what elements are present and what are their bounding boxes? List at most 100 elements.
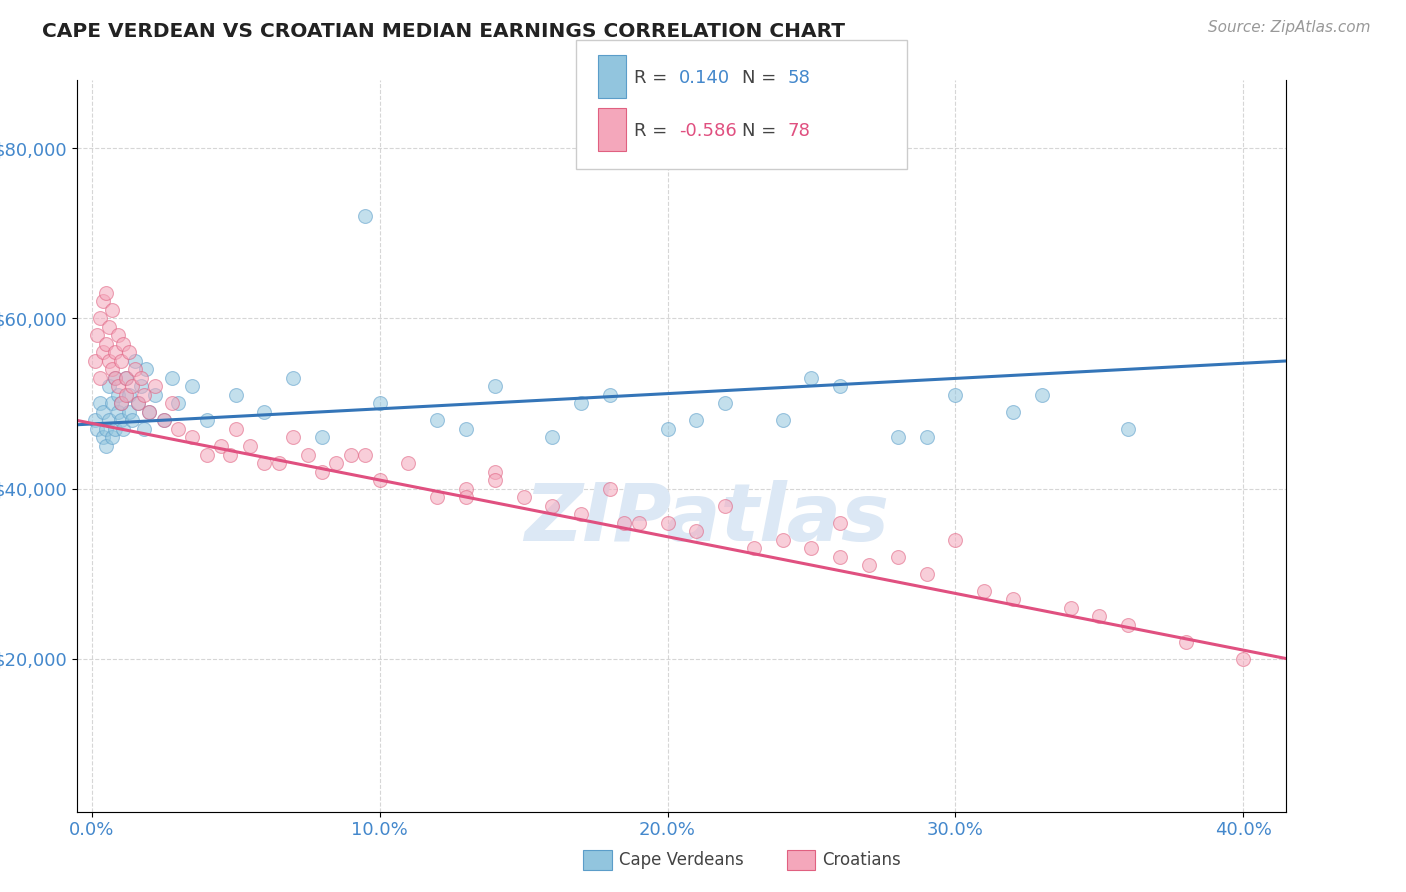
Point [94,422,117,436]
Point [143,379,166,393]
Point [132,388,155,402]
Point [627,516,650,530]
Point [973,583,995,598]
Point [101,302,124,317]
Point [115,371,138,385]
Point [89,371,111,385]
Point [129,371,152,385]
Point [98,354,121,368]
Point [267,456,290,470]
Point [800,541,823,555]
Point [195,413,218,427]
Point [830,379,852,393]
Point [311,465,333,479]
Point [121,379,143,393]
Point [98,413,121,427]
Point [219,448,242,462]
Point [340,448,363,462]
Point [239,439,262,453]
Point [858,558,880,572]
Point [112,422,135,436]
Point [101,396,124,410]
Point [426,413,449,427]
Point [110,396,132,410]
Point [613,516,636,530]
Point [772,413,794,427]
Point [253,405,276,419]
Point [283,371,305,385]
Text: CAPE VERDEAN VS CROATIAN MEDIAN EARNINGS CORRELATION CHART: CAPE VERDEAN VS CROATIAN MEDIAN EARNINGS… [42,22,845,41]
Point [945,388,967,402]
Text: 78: 78 [787,122,810,140]
Point [225,388,247,402]
Point [167,396,190,410]
Point [104,371,127,385]
Text: 58: 58 [787,70,810,87]
Point [83,354,105,368]
Point [368,473,391,487]
Point [283,430,305,444]
Point [124,362,146,376]
Point [599,388,621,402]
Point [1174,634,1197,648]
Point [91,294,114,309]
Text: Croatians: Croatians [823,851,901,869]
Point [135,362,157,376]
Point [830,516,852,530]
Point [138,405,160,419]
Point [354,210,377,224]
Point [127,396,149,410]
Point [89,396,111,410]
Point [599,482,621,496]
Text: -0.586: -0.586 [679,122,737,140]
Point [162,396,184,410]
Text: N =: N = [742,70,782,87]
Point [1059,600,1081,615]
Point [484,473,506,487]
Point [104,371,127,385]
Point [657,422,679,436]
Point [162,371,184,385]
Point [569,396,592,410]
Point [86,328,108,343]
Point [368,396,391,410]
Point [1232,651,1254,665]
Point [714,499,737,513]
Text: R =: R = [634,122,673,140]
Point [1001,405,1024,419]
Point [118,388,141,402]
Point [110,354,132,368]
Point [569,507,592,521]
Point [541,430,564,444]
Point [129,379,152,393]
Point [454,422,477,436]
Point [209,439,232,453]
Point [101,430,124,444]
Point [685,413,707,427]
Point [181,379,204,393]
Point [1031,388,1053,402]
Point [454,482,477,496]
Point [121,413,143,427]
Point [915,430,938,444]
Point [107,405,129,419]
Point [124,354,146,368]
Point [396,456,419,470]
Point [297,448,319,462]
Point [152,413,174,427]
Point [225,422,247,436]
Point [657,516,679,530]
Point [195,448,218,462]
Point [484,465,506,479]
Point [181,430,204,444]
Point [107,388,129,402]
Point [91,405,114,419]
Text: 0.140: 0.140 [679,70,730,87]
Point [484,379,506,393]
Text: ZIPatlas: ZIPatlas [523,480,889,558]
Point [454,490,477,504]
Point [800,371,823,385]
Point [325,456,347,470]
Point [311,430,333,444]
Point [110,396,132,410]
